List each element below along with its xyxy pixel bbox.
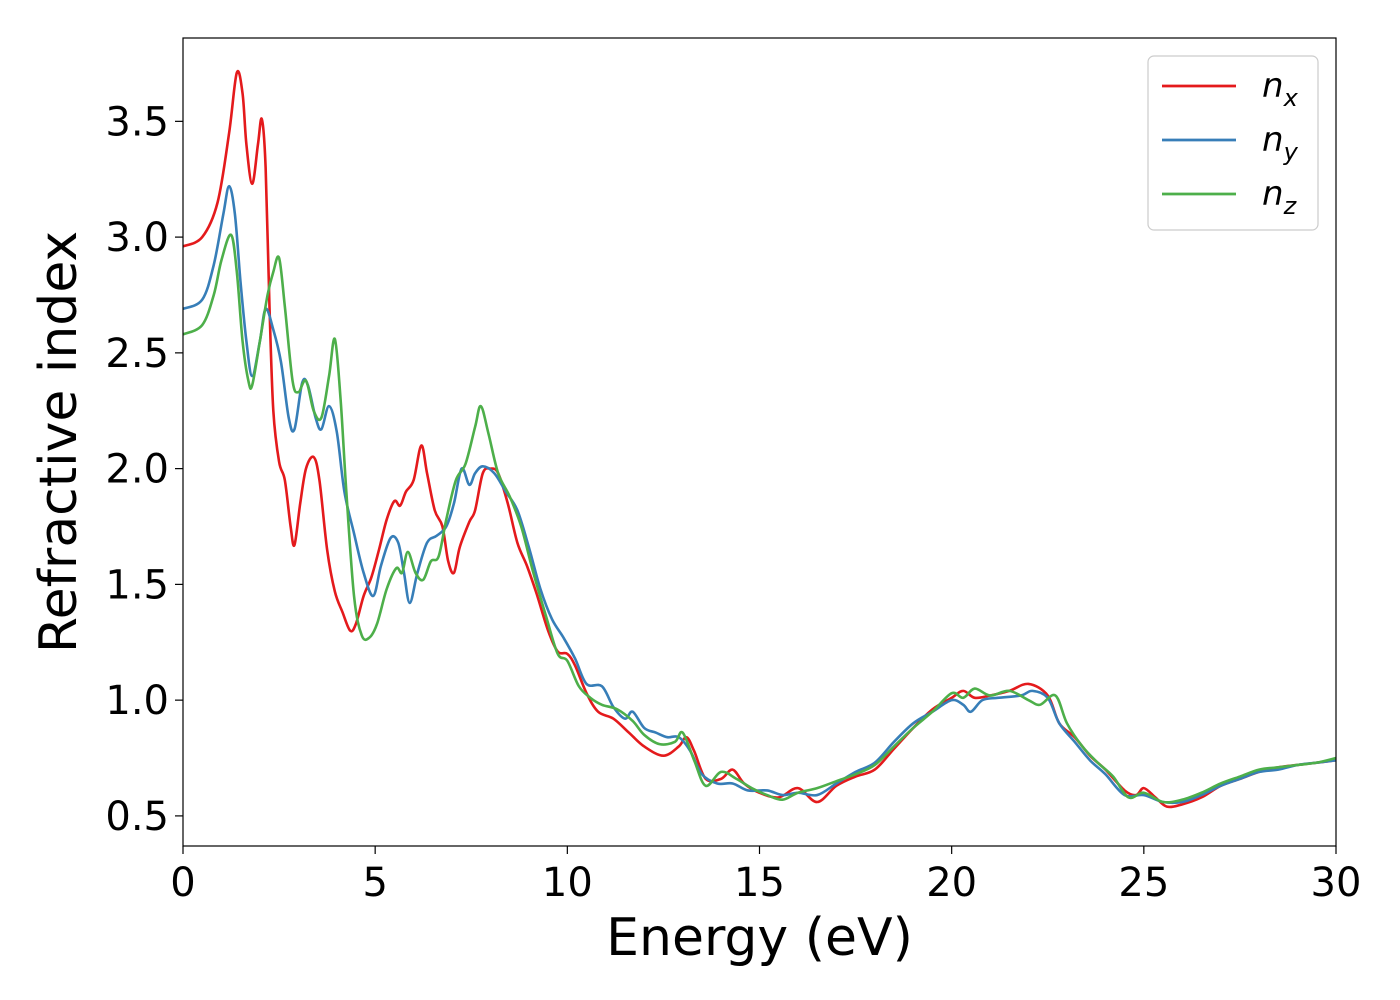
x-tick-label: 5 (362, 860, 387, 906)
legend-label-n-z: nz (1262, 174, 1298, 220)
series-line-n-z (183, 233, 1336, 804)
x-tick-label: 25 (1118, 860, 1169, 906)
x-tick-label: 20 (926, 860, 977, 906)
y-tick-label: 2.5 (105, 331, 169, 377)
legend-box (1147, 55, 1319, 231)
legend-label-n-x: nx (1262, 66, 1299, 112)
x-tick-label: 10 (542, 860, 593, 906)
x-axis-ticks: 0 5 10 15 20 25 30 (170, 846, 1361, 906)
y-tick-label: 0.5 (105, 794, 169, 840)
legend-label-base: n (1262, 120, 1284, 160)
legend-label-n-y: ny (1262, 120, 1299, 166)
x-tick-label: 15 (734, 860, 785, 906)
y-tick-label: 1.5 (105, 562, 169, 608)
y-tick-label: 3.0 (105, 215, 169, 261)
x-tick-label: 30 (1311, 860, 1362, 906)
legend-label-subscript: x (1283, 84, 1299, 112)
y-axis-ticks: 0.5 1.0 1.5 2.0 2.5 3.0 3.5 (105, 99, 183, 840)
legend-label-subscript: y (1283, 138, 1299, 166)
x-axis-title: Energy (eV) (606, 908, 913, 968)
y-tick-label: 3.5 (105, 99, 169, 145)
plot-lines (183, 69, 1336, 809)
legend-label-base: n (1262, 174, 1284, 214)
legend-label-base: n (1262, 66, 1284, 106)
legend-label-subscript: z (1283, 192, 1298, 220)
y-tick-label: 1.0 (105, 678, 169, 724)
x-tick-label: 0 (170, 860, 195, 906)
y-tick-label: 2.0 (105, 447, 169, 493)
y-axis-title: Refractive index (29, 231, 89, 653)
